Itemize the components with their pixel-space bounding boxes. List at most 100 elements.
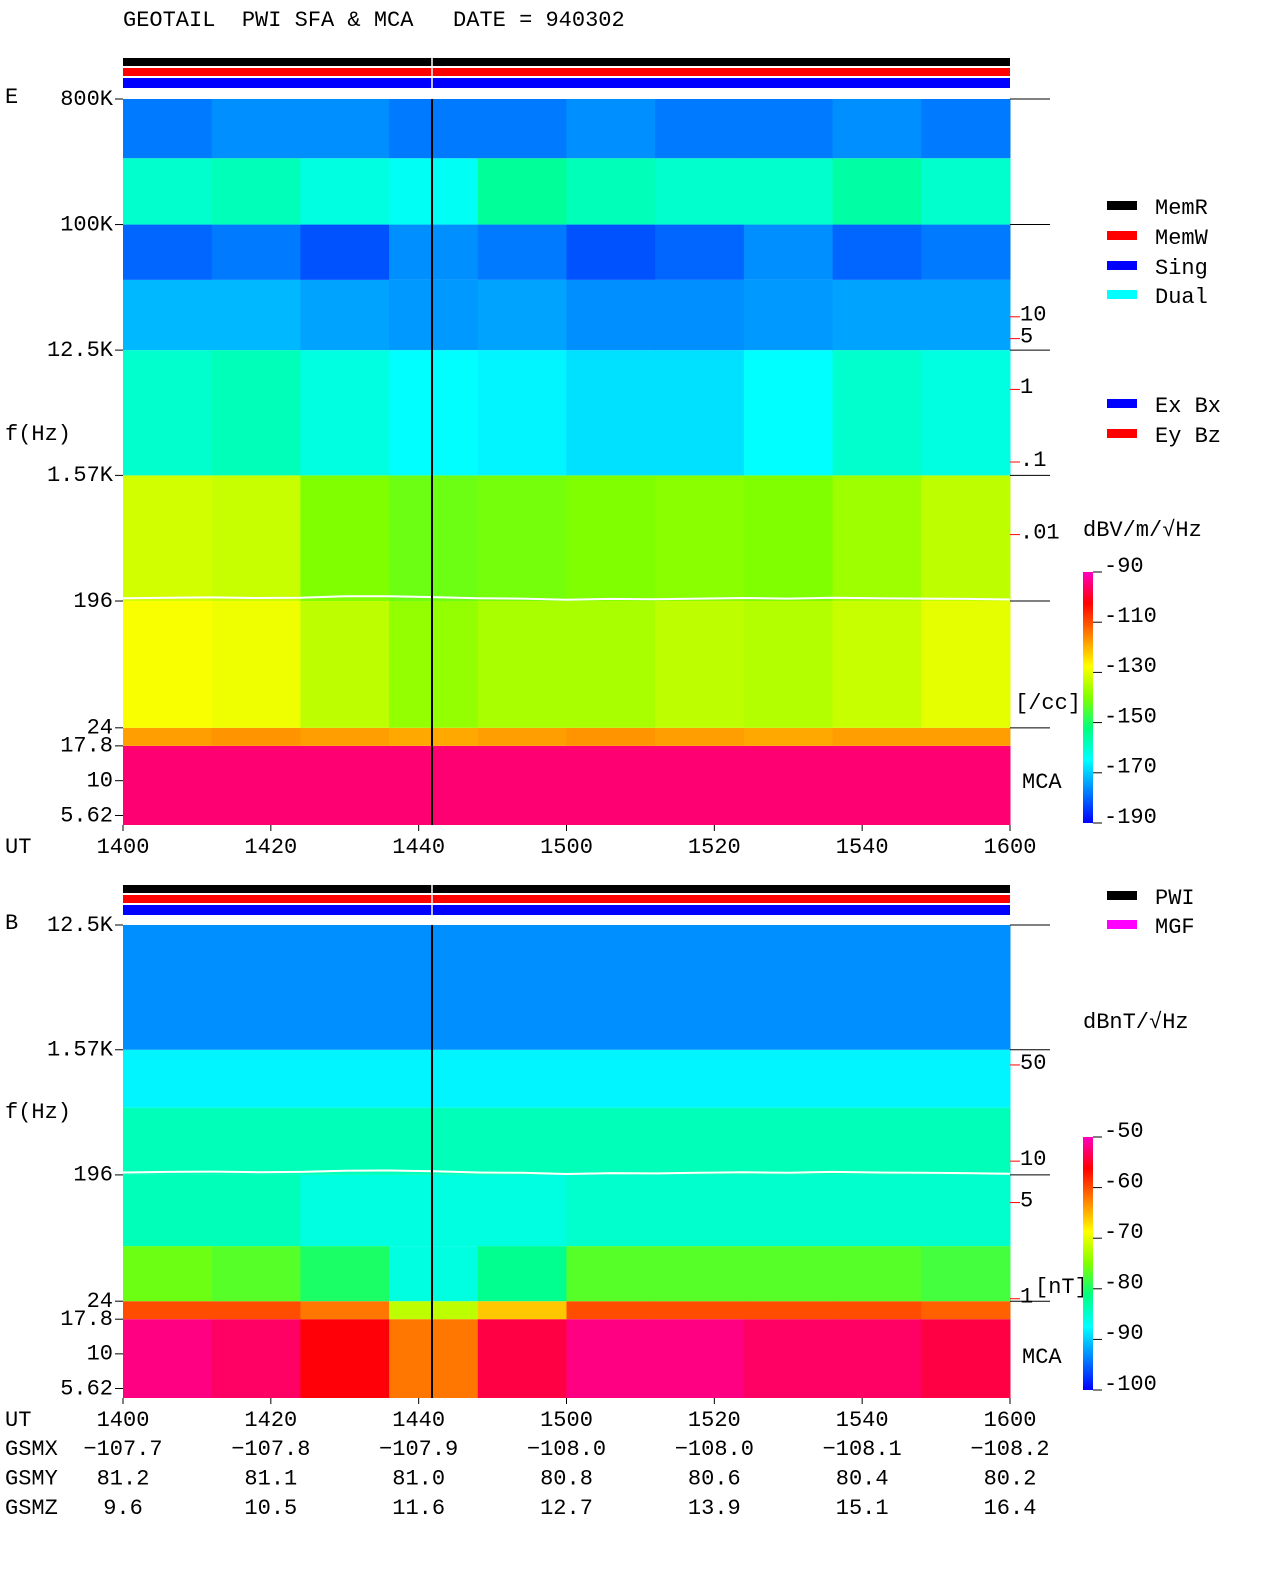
spectrogram-cell [743, 1174, 834, 1247]
spectrogram-cell [655, 1301, 745, 1320]
spectrogram-cell [123, 224, 213, 280]
spectrogram-cell [743, 475, 834, 602]
spectrogram-cell [123, 279, 213, 351]
spectrogram-cell [566, 1301, 656, 1320]
spectrogram-cell [832, 475, 922, 602]
spectrogram-cell [566, 1049, 656, 1108]
spectrogram-cell [300, 158, 390, 225]
spectrogram-cell [743, 158, 834, 225]
colorbar-tick-label: -110 [1104, 604, 1157, 629]
orbit-value: −108.2 [970, 1437, 1049, 1462]
colorbar-tick-label: -100 [1104, 1372, 1157, 1397]
spectrogram-cell [211, 727, 301, 746]
spectrogram-cell [211, 475, 301, 602]
spectrogram-cell [123, 1301, 213, 1320]
colorbar-tick-label: -90 [1104, 1321, 1144, 1346]
spectrogram-cell [655, 1246, 745, 1302]
x-tick-label: 1400 [97, 835, 150, 860]
status-bar [123, 905, 1010, 915]
spectrogram-cell [655, 158, 745, 225]
spectrogram-cell [300, 1319, 390, 1398]
spectrogram-cell [743, 99, 834, 159]
y2-label: [nT] [1035, 1275, 1088, 1300]
spectrogram-cell [389, 925, 479, 1050]
spectrogram-cell [477, 1319, 567, 1398]
y-tick-label: 196 [73, 589, 113, 614]
spectrogram-cell [743, 1301, 834, 1320]
orbit-value: 80.6 [688, 1466, 741, 1491]
spectrogram-cell [123, 1319, 213, 1398]
spectrogram-cell [743, 350, 834, 476]
spectrogram-cell [655, 224, 745, 280]
spectrogram-cell [300, 1174, 390, 1247]
spectrogram-cell [655, 1049, 745, 1108]
spectrogram-cell [477, 1246, 567, 1302]
spectrogram-cell [477, 279, 567, 351]
orbit-value: 81.0 [392, 1466, 445, 1491]
spectrogram-cell [655, 1319, 745, 1398]
spectrogram-cell [743, 745, 834, 825]
spectrogram-cell [389, 1174, 479, 1247]
colorbar-label: dBnT/√Hz [1083, 1010, 1189, 1035]
x-tick-label: 1540 [836, 1408, 889, 1433]
spectrogram-cell [389, 727, 479, 746]
spectrogram-cell [300, 925, 390, 1050]
spectrogram-cell [832, 99, 922, 159]
spectrogram-cell [743, 1246, 834, 1302]
y-tick-label: 24 [87, 716, 113, 741]
spectrogram-cell [921, 350, 1011, 476]
spectrogram-cell [921, 99, 1011, 159]
legend-swatch [1107, 231, 1137, 240]
spectrogram-cell [211, 745, 301, 825]
spectrogram-cell [743, 224, 834, 280]
spectrogram-cell [832, 279, 922, 351]
orbit-value: 15.1 [836, 1496, 889, 1521]
spectrogram-cell [389, 224, 479, 280]
y-tick-label: 24 [87, 1289, 113, 1314]
spectrogram-cell [477, 1301, 567, 1320]
spectrogram-cell [477, 1049, 567, 1108]
spectrogram-cell [300, 99, 390, 159]
spectrogram-cell [211, 1319, 301, 1398]
spectrogram-cell [477, 224, 567, 280]
y2-tick-label: 50 [1020, 1051, 1046, 1076]
spectrogram-cell [921, 1319, 1011, 1398]
status-bar [123, 68, 1010, 76]
spectrogram-cell [743, 279, 834, 351]
spectrogram-cell [655, 475, 745, 602]
orbit-value: 80.4 [836, 1466, 889, 1491]
legend-label: Dual [1155, 285, 1208, 310]
colorbar-tick-label: -60 [1104, 1169, 1144, 1194]
spectrogram-cell [566, 350, 656, 476]
orbit-value: 10.5 [244, 1496, 297, 1521]
spectrogram-cell [566, 1246, 656, 1302]
spectrogram-cell [123, 601, 213, 728]
y2-tick-label: 5 [1020, 1188, 1033, 1213]
spectrogram-cell [123, 925, 213, 1050]
spectrogram-cell [655, 601, 745, 728]
spectrogram-cell [211, 1107, 301, 1175]
spectrogram-cell [123, 158, 213, 225]
orbit-value: 80.8 [540, 1466, 593, 1491]
y-tick-label: 100K [60, 212, 114, 237]
legend-swatch [1107, 920, 1137, 929]
y2-tick-label: 5 [1020, 324, 1033, 349]
spectrogram-cell [655, 925, 745, 1050]
spectrogram-cell [389, 1049, 479, 1108]
orbit-value: −107.7 [83, 1437, 162, 1462]
spectrogram-cell [921, 475, 1011, 602]
spectrogram-cell [921, 1174, 1011, 1247]
x-label: UT [5, 1408, 31, 1433]
y-tick-label: 1.57K [47, 463, 114, 488]
spectrogram-cell [123, 475, 213, 602]
spectrogram-cell [832, 1301, 922, 1320]
spectrogram-cell [566, 727, 656, 746]
y-tick-label: 1.57K [47, 1038, 114, 1063]
spectrogram-cell [300, 1049, 390, 1108]
spectrogram-cell [832, 1174, 922, 1247]
colorbar-tick-label: -190 [1104, 805, 1157, 830]
x-tick-label: 1520 [688, 1408, 741, 1433]
spectrogram-cell [300, 1107, 390, 1175]
status-bar [123, 895, 1010, 903]
